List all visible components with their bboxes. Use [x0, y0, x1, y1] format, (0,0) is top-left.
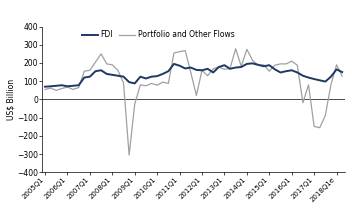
FDI — [217, 66, 221, 68]
FDI — [222, 64, 227, 67]
Portfolio and Other Flows — [256, 64, 260, 67]
FDI — [43, 85, 47, 88]
FDI — [155, 75, 159, 77]
FDI — [93, 70, 98, 72]
Portfolio and Other Flows — [127, 154, 131, 156]
Portfolio and Other Flows — [228, 67, 232, 70]
Portfolio and Other Flows — [222, 68, 227, 71]
Portfolio and Other Flows — [43, 88, 47, 91]
Portfolio and Other Flows — [161, 81, 165, 84]
Portfolio and Other Flows — [93, 61, 98, 63]
Portfolio and Other Flows — [340, 75, 344, 77]
Legend: FDI, Portfolio and Other Flows: FDI, Portfolio and Other Flows — [82, 30, 234, 39]
Portfolio and Other Flows — [233, 48, 238, 50]
Line: Portfolio and Other Flows: Portfolio and Other Flows — [45, 49, 342, 155]
FDI — [250, 62, 254, 65]
FDI — [340, 71, 344, 73]
Y-axis label: US$ Billion: US$ Billion — [7, 79, 16, 120]
Line: FDI: FDI — [45, 63, 342, 87]
FDI — [206, 67, 210, 70]
FDI — [245, 63, 249, 65]
Portfolio and Other Flows — [211, 67, 215, 70]
